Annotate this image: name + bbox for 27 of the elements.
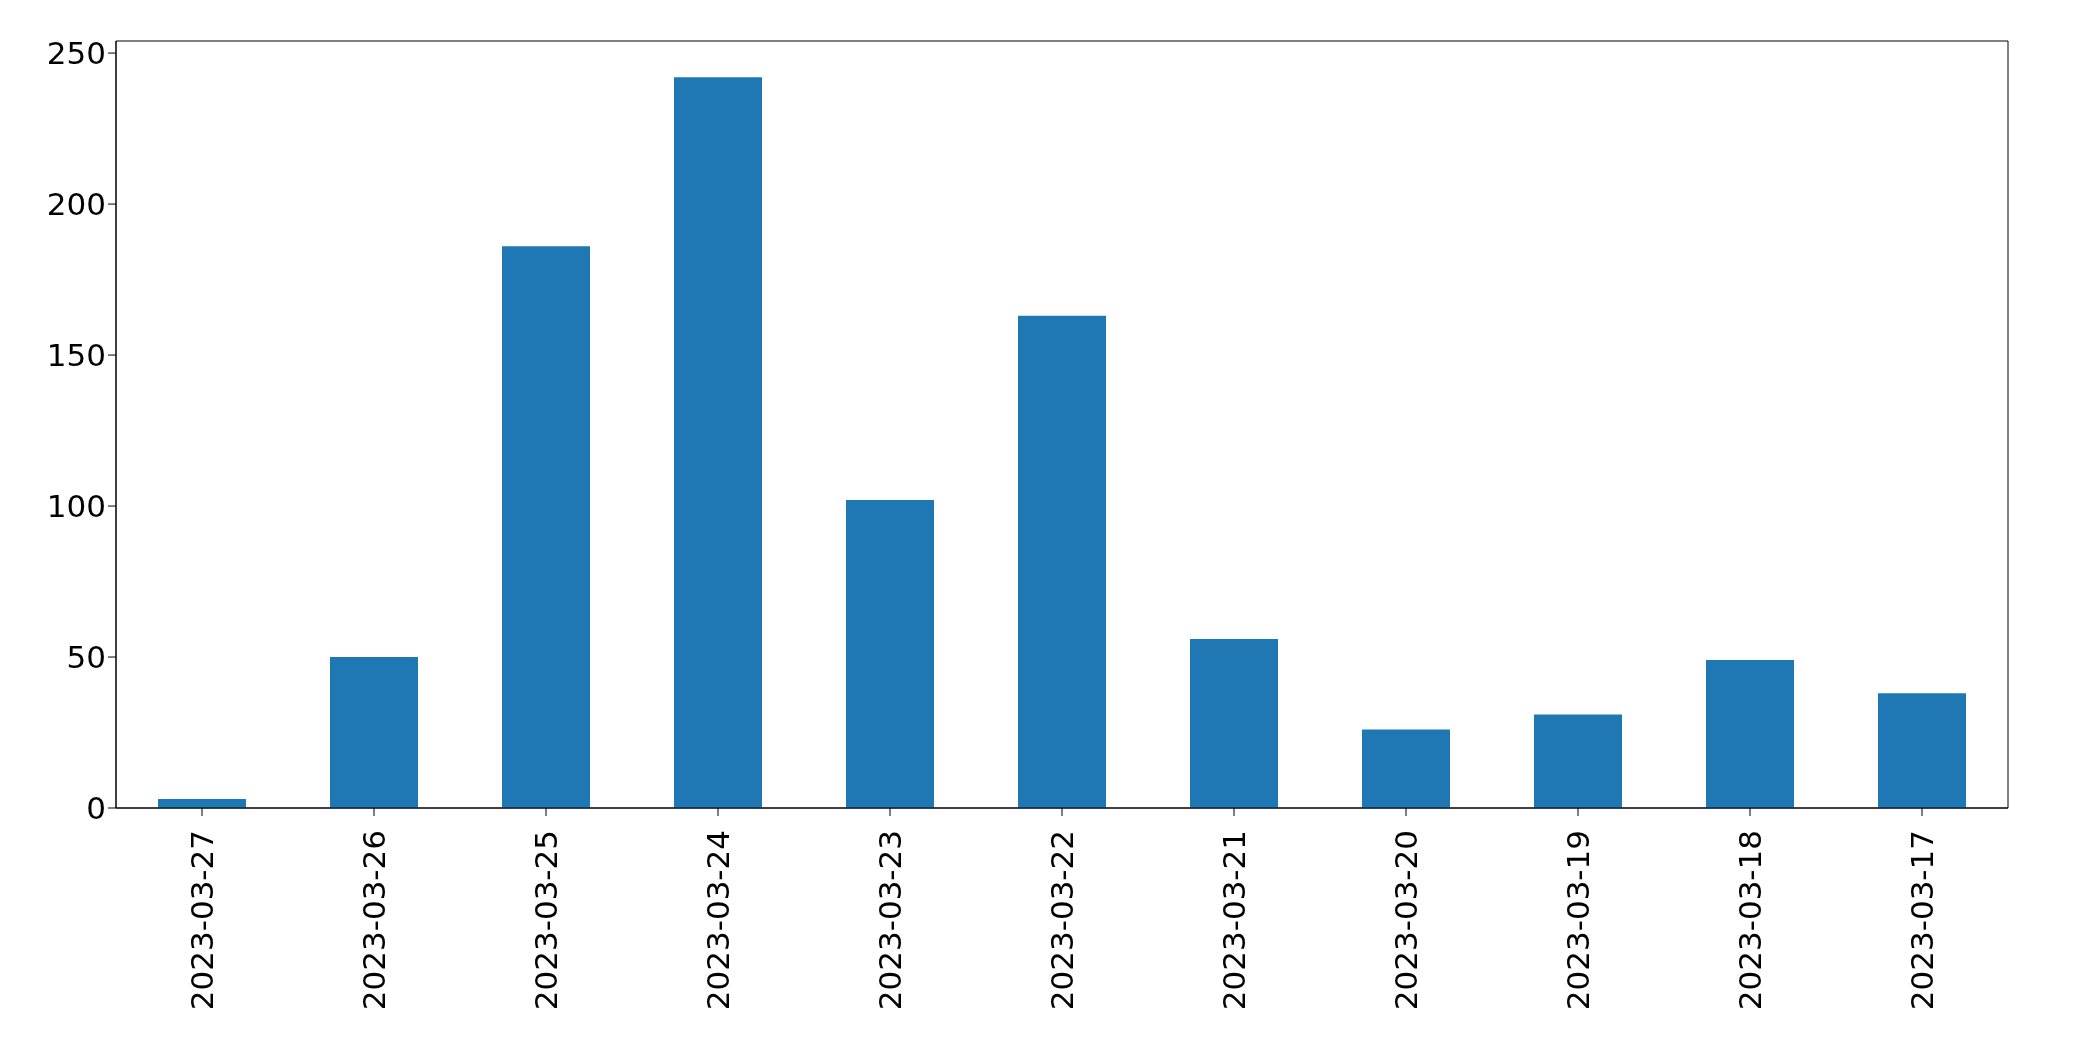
y-tick-label: 50 <box>66 639 106 676</box>
y-tick-label: 150 <box>46 337 106 374</box>
y-tick-label: 100 <box>46 488 106 525</box>
bar <box>1362 729 1450 808</box>
x-tick-label: 2023-03-19 <box>1560 830 1596 1011</box>
bar <box>1534 714 1622 808</box>
x-tick-label: 2023-03-24 <box>700 830 736 1011</box>
y-tick-label: 200 <box>46 186 106 223</box>
bar <box>502 246 590 808</box>
bar <box>1878 693 1966 808</box>
x-tick-label: 2023-03-22 <box>1044 830 1080 1011</box>
x-tick-label: 2023-03-25 <box>528 830 564 1011</box>
bar <box>330 657 418 808</box>
bar <box>1706 660 1794 808</box>
bar <box>674 77 762 808</box>
x-tick-label: 2023-03-27 <box>184 830 220 1011</box>
y-tick-label: 0 <box>86 790 106 827</box>
bar <box>1190 638 1278 808</box>
x-tick-label: 2023-03-20 <box>1388 830 1424 1011</box>
bar <box>846 499 934 808</box>
x-tick-label: 2023-03-23 <box>872 830 908 1011</box>
x-tick-label: 2023-03-26 <box>356 830 392 1011</box>
x-tick-label: 2023-03-18 <box>1732 830 1768 1011</box>
x-tick-label: 2023-03-17 <box>1904 830 1940 1011</box>
x-tick-label: 2023-03-21 <box>1216 830 1252 1011</box>
bar <box>1018 315 1106 808</box>
y-tick-label: 250 <box>46 35 106 72</box>
